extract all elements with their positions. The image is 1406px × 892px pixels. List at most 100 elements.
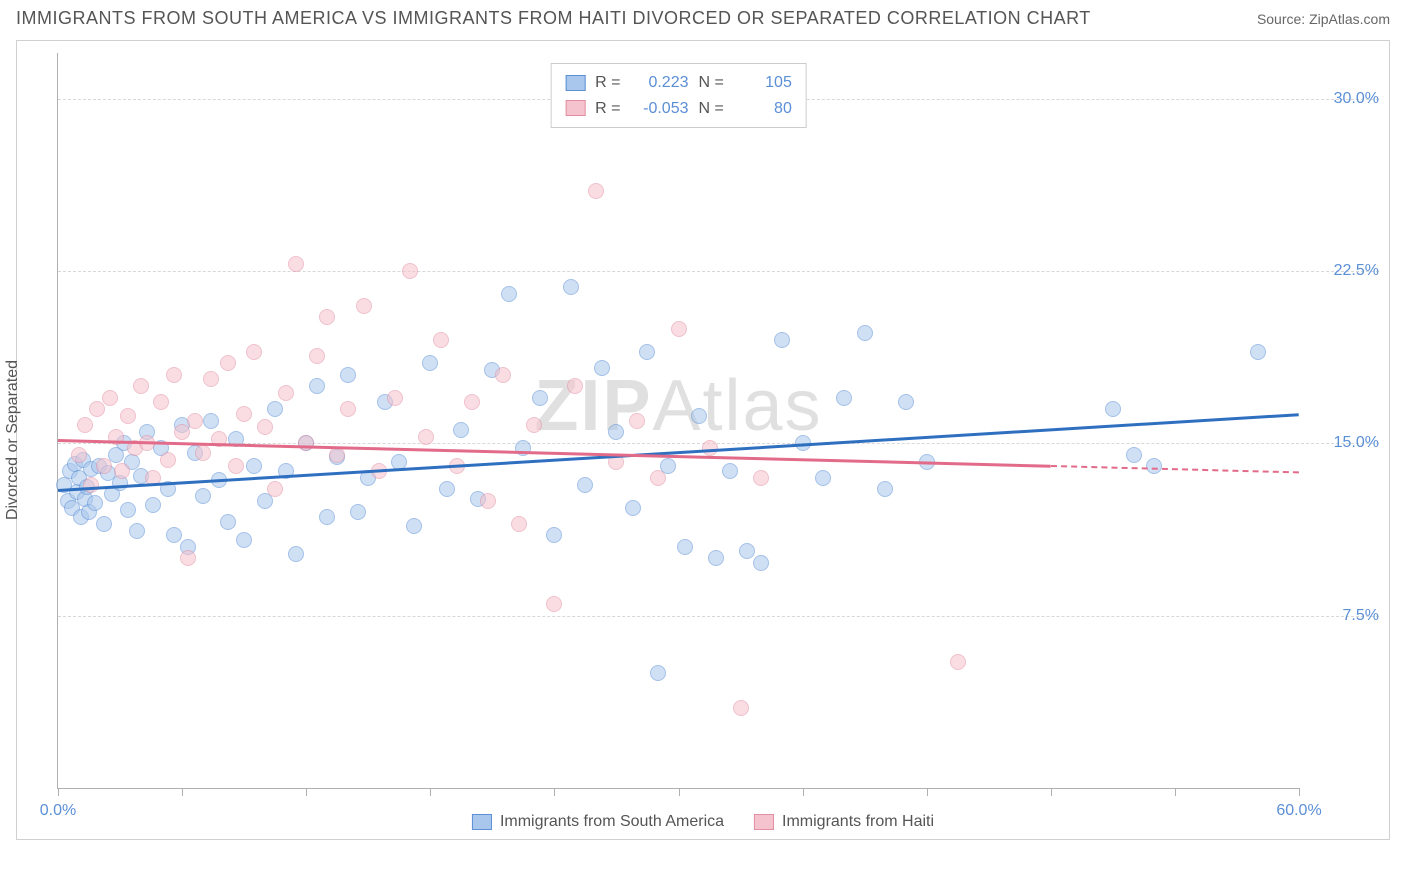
x-tick <box>306 788 307 796</box>
scatter-point <box>319 509 335 525</box>
chart-container: Divorced or Separated ZIPAtlas 7.5%15.0%… <box>16 40 1390 840</box>
scatter-point <box>96 458 112 474</box>
scatter-point <box>453 422 469 438</box>
scatter-point <box>495 367 511 383</box>
scatter-point <box>309 378 325 394</box>
stat-n-value: 80 <box>734 96 792 122</box>
scatter-point <box>288 546 304 562</box>
scatter-point <box>1105 401 1121 417</box>
scatter-point <box>180 550 196 566</box>
scatter-point <box>288 256 304 272</box>
legend-label: Immigrants from South America <box>500 813 724 831</box>
plot-area: ZIPAtlas 7.5%15.0%22.5%30.0%0.0%60.0%R =… <box>57 53 1299 789</box>
scatter-point <box>77 417 93 433</box>
x-tick <box>679 788 680 796</box>
scatter-point <box>563 279 579 295</box>
stat-r-label: R = <box>595 96 620 122</box>
scatter-point <box>96 516 112 532</box>
stat-n-label: N = <box>699 70 724 96</box>
scatter-point <box>166 367 182 383</box>
scatter-point <box>691 408 707 424</box>
scatter-point <box>220 514 236 530</box>
x-tick <box>554 788 555 796</box>
scatter-point <box>739 543 755 559</box>
stat-n-value: 105 <box>734 70 792 96</box>
scatter-point <box>220 355 236 371</box>
scatter-point <box>1250 344 1266 360</box>
legend-swatch <box>565 75 585 91</box>
scatter-point <box>422 355 438 371</box>
trend-line-dashed <box>1051 465 1299 473</box>
scatter-point <box>387 390 403 406</box>
legend-label: Immigrants from Haiti <box>782 813 934 831</box>
scatter-point <box>588 183 604 199</box>
scatter-point <box>89 401 105 417</box>
scatter-point <box>594 360 610 376</box>
scatter-point <box>898 394 914 410</box>
scatter-point <box>877 481 893 497</box>
scatter-point <box>774 332 790 348</box>
scatter-point <box>1146 458 1162 474</box>
scatter-point <box>87 495 103 511</box>
scatter-point <box>129 523 145 539</box>
scatter-point <box>625 500 641 516</box>
stat-r-value: 0.223 <box>631 70 689 96</box>
stats-row: R =-0.053N =80 <box>565 96 792 122</box>
scatter-point <box>532 390 548 406</box>
scatter-point <box>650 470 666 486</box>
scatter-point <box>671 321 687 337</box>
scatter-point <box>677 539 693 555</box>
scatter-point <box>267 481 283 497</box>
scatter-point <box>567 378 583 394</box>
legend-swatch <box>754 814 774 830</box>
scatter-point <box>195 445 211 461</box>
scatter-point <box>83 477 99 493</box>
scatter-point <box>120 408 136 424</box>
stat-n-label: N = <box>699 96 724 122</box>
x-tick <box>1051 788 1052 796</box>
scatter-point <box>464 394 480 410</box>
scatter-point <box>246 458 262 474</box>
scatter-point <box>639 344 655 360</box>
x-tick-label: 60.0% <box>1276 802 1321 820</box>
legend-swatch <box>472 814 492 830</box>
stats-box: R =0.223N =105R =-0.053N =80 <box>550 63 807 128</box>
scatter-point <box>309 348 325 364</box>
scatter-point <box>120 502 136 518</box>
scatter-point <box>228 458 244 474</box>
trend-line <box>58 414 1299 492</box>
scatter-point <box>236 532 252 548</box>
scatter-point <box>753 555 769 571</box>
scatter-point <box>546 527 562 543</box>
scatter-point <box>267 401 283 417</box>
x-tick <box>182 788 183 796</box>
scatter-point <box>733 700 749 716</box>
stats-row: R = 0.223 N = 105 <box>565 70 792 96</box>
scatter-point <box>480 493 496 509</box>
scatter-point <box>246 344 262 360</box>
scatter-point <box>153 394 169 410</box>
scatter-point <box>278 385 294 401</box>
chart-title: IMMIGRANTS FROM SOUTH AMERICA VS IMMIGRA… <box>16 8 1091 29</box>
scatter-point <box>650 665 666 681</box>
scatter-point <box>71 447 87 463</box>
scatter-point <box>511 516 527 532</box>
y-tick-label: 7.5% <box>1309 607 1379 625</box>
scatter-point <box>857 325 873 341</box>
scatter-point <box>187 413 203 429</box>
scatter-point <box>257 419 273 435</box>
scatter-point <box>145 497 161 513</box>
x-tick <box>803 788 804 796</box>
bottom-legend: Immigrants from South America Immigrants … <box>472 813 934 831</box>
x-tick <box>58 788 59 796</box>
scatter-point <box>319 309 335 325</box>
stat-r-label: R = <box>595 70 620 96</box>
scatter-point <box>236 406 252 422</box>
scatter-point <box>546 596 562 612</box>
scatter-point <box>753 470 769 486</box>
watermark: ZIPAtlas <box>534 365 822 447</box>
x-tick <box>927 788 928 796</box>
scatter-point <box>340 367 356 383</box>
scatter-point <box>160 452 176 468</box>
scatter-point <box>418 429 434 445</box>
